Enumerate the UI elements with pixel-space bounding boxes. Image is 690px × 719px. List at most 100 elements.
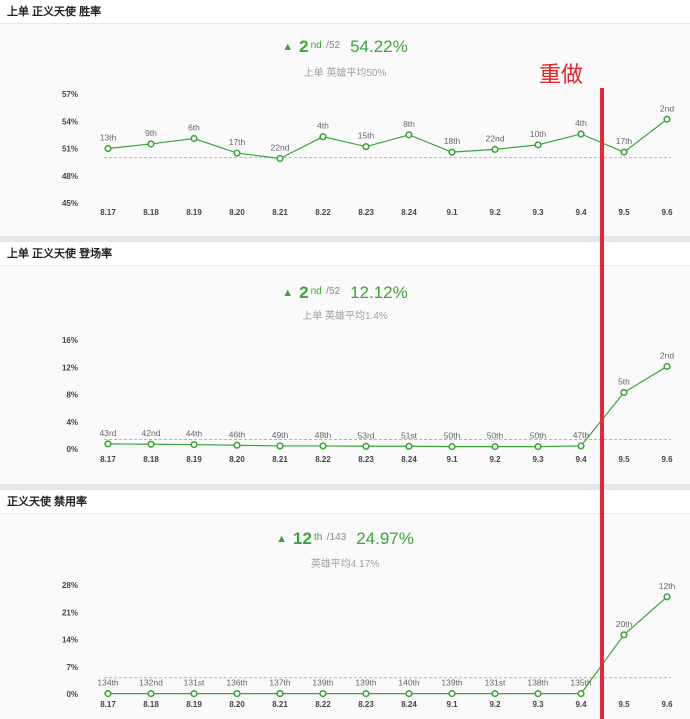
x-tick-label: 9.1 [446,700,458,709]
data-point [405,131,413,139]
point-rank-label: 13th [100,133,117,143]
up-arrow-icon: ▲ [282,287,294,299]
data-point [147,140,155,148]
point-rank-label: 49th [272,430,289,440]
rank-total: /143 [326,532,347,543]
point-rank-label: 139th [441,678,463,688]
point-rank-label: 51st [401,430,418,440]
x-tick-label: 8.22 [315,208,331,217]
y-tick-label: 0% [66,690,78,699]
rank-suffix: nd [310,286,322,297]
line-chart: 57% 54% 51% 48% 45% 8.17 8.18 8.19 8.20 8.21 8.22 8… [62,90,674,217]
point-rank-label: 4th [575,118,587,128]
point-rank-label: 50th [444,431,461,441]
x-tick-label: 8.21 [272,455,288,464]
point-rank-label: 44th [186,429,203,439]
x-tick-label: 8.18 [143,455,159,464]
x-tick-label: 9.1 [446,455,458,464]
data-point [104,440,112,448]
x-tick-label: 9.1 [446,208,458,217]
data-point [448,690,456,698]
point-rank-label: 131st [184,678,205,688]
x-tick-label: 8.17 [100,208,116,217]
data-point [319,442,327,450]
point-rank-label: 47th [573,430,590,440]
data-point [362,442,370,450]
x-tick-label: 8.22 [315,455,331,464]
x-tick-label: 9.2 [489,700,501,709]
x-tick-label: 9.6 [661,455,673,464]
data-point [534,443,542,451]
point-rank-label: 6th [188,123,200,133]
data-point [405,442,413,450]
point-rank-label: 53rd [357,430,374,440]
x-tick-label: 9.3 [532,208,544,217]
rank-total: /52 [326,286,341,297]
data-point [620,388,628,397]
x-tick-label: 9.6 [661,208,673,217]
data-point [663,362,671,371]
panel-title: 正义天使 禁用率 [0,490,690,514]
data-point [620,631,628,639]
average-text: 上单 英雄平均1.4% [302,311,388,322]
y-tick-label: 51% [62,145,78,154]
data-point [319,690,327,698]
stat-percentage: 54.22% [350,37,408,56]
point-rank-label: 135th [570,678,592,688]
data-point [233,149,241,157]
y-tick-label: 45% [62,199,78,208]
x-tick-label: 8.19 [186,455,202,464]
point-rank-label: 2nd [660,350,674,360]
point-rank-label: 22nd [486,133,505,143]
x-tick-label: 9.5 [618,700,630,709]
data-point [104,690,112,698]
x-tick-label: 9.3 [532,455,544,464]
point-rank-label: 9th [145,128,157,138]
x-tick-label: 9.4 [575,208,587,217]
y-tick-label: 14% [62,636,78,645]
point-rank-label: 22nd [271,142,290,152]
data-point [620,148,628,156]
x-tick-label: 8.18 [143,700,159,709]
x-tick-label: 8.21 [272,208,288,217]
data-point [577,690,585,698]
stat-percentage: 24.97% [356,529,414,548]
data-point [405,690,413,698]
x-tick-label: 9.2 [489,455,501,464]
point-rank-label: 137th [269,678,291,688]
data-point [491,690,499,698]
x-tick-label: 9.4 [575,455,587,464]
data-point [276,154,284,163]
data-point [491,145,499,154]
point-rank-label: 20th [616,619,633,629]
data-point [663,115,671,123]
data-point [491,443,499,451]
rank-suffix: th [313,532,323,543]
rank-total: /52 [326,40,341,51]
x-tick-label: 8.23 [358,455,374,464]
up-arrow-icon: ▲ [276,533,288,545]
x-tick-label: 8.19 [186,700,202,709]
y-tick-label: 12% [62,363,78,372]
point-rank-label: 17th [616,136,633,146]
point-rank-label: 50th [487,431,504,441]
point-rank-label: 50th [530,431,547,441]
y-tick-label: 0% [66,445,78,454]
series-line [107,365,668,448]
data-point [534,690,542,698]
y-tick-label: 4% [66,418,78,427]
panel-title: 上单 正义天使 登场率 [0,242,690,266]
x-tick-label: 9.6 [661,700,673,709]
point-rank-label: 42nd [142,428,161,438]
y-tick-label: 16% [62,336,78,345]
average-text: 上单 英雄平均50% [303,68,387,79]
x-tick-label: 8.23 [358,700,374,709]
data-point [362,690,370,698]
data-point [233,441,241,449]
data-point [147,440,155,448]
x-tick-label: 8.24 [401,700,417,709]
